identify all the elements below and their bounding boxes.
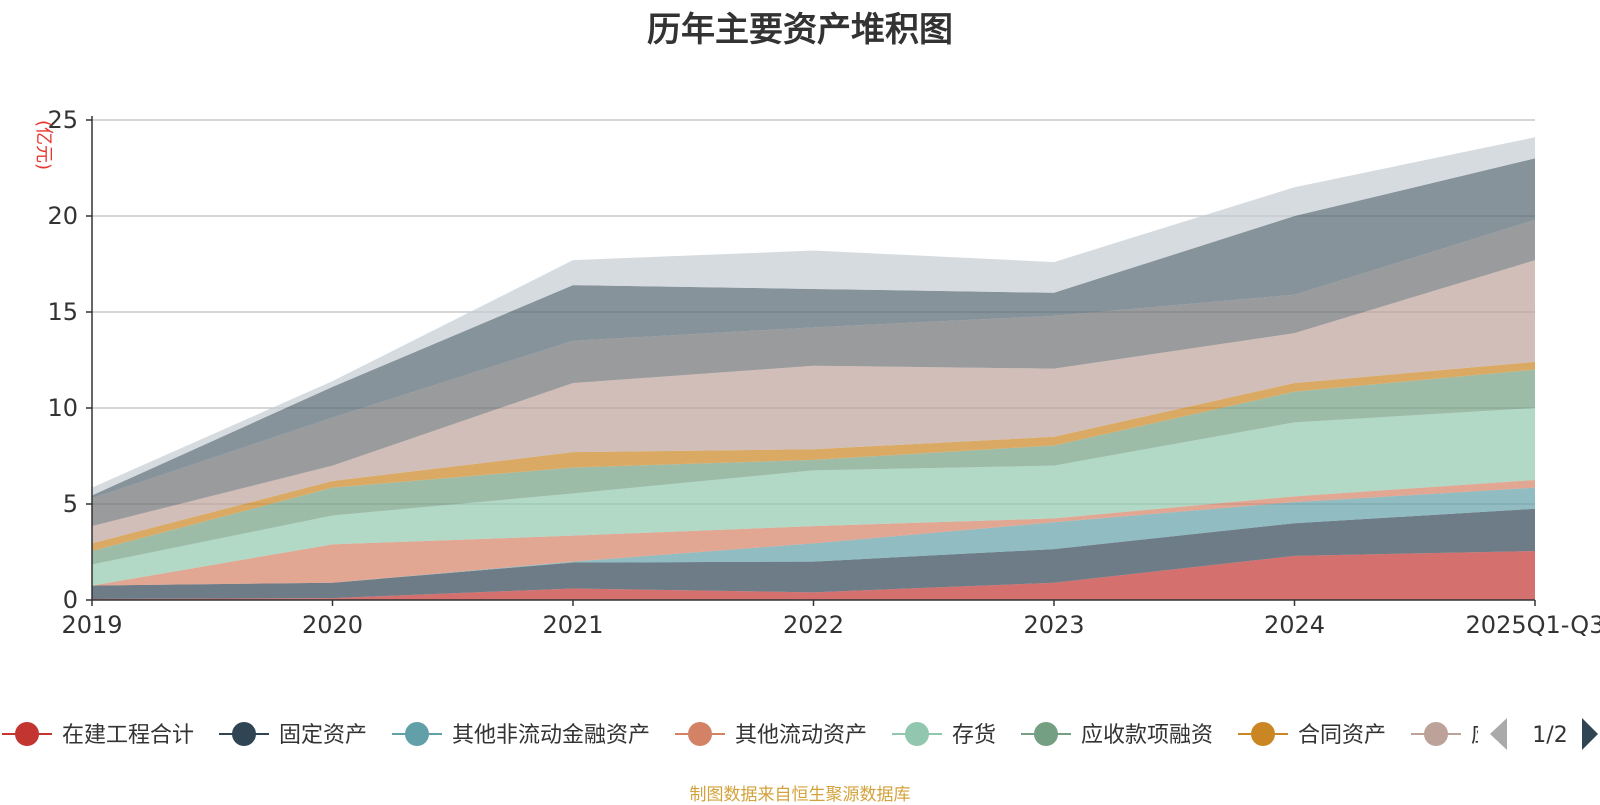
legend-item: 其他非流动金融资产 bbox=[392, 722, 650, 748]
source-note: 制图数据来自恒生聚源数据库 bbox=[689, 785, 911, 805]
legend-label: 合同资产 bbox=[1298, 723, 1386, 748]
y-axis-label: (亿元) bbox=[33, 120, 54, 170]
legend-marker bbox=[1034, 722, 1058, 746]
legend-marker bbox=[1424, 722, 1448, 746]
area-series bbox=[92, 369, 1535, 565]
y-tick-label: 15 bbox=[47, 298, 78, 326]
x-tick-label: 2025Q1-Q3 bbox=[1466, 611, 1600, 639]
legend-item: 固定资产 bbox=[219, 722, 367, 748]
area-series bbox=[92, 260, 1535, 544]
legend-label: 在建工程合计 bbox=[62, 723, 194, 748]
x-tick-label: 2019 bbox=[61, 611, 122, 639]
axes: 0 5 10 15 20 25 2019 2020 2021 2022 2023 2024 2025Q1… bbox=[33, 106, 1600, 639]
legend-marker bbox=[1251, 722, 1275, 746]
legend-label: 其他流动资产 bbox=[735, 723, 867, 748]
legend-label: 存货 bbox=[952, 723, 996, 748]
legend-label: 其他非流动金融资产 bbox=[452, 723, 650, 748]
x-tick-label: 2023 bbox=[1023, 611, 1084, 639]
x-tick-label: 2020 bbox=[302, 611, 363, 639]
legend-page-indicator: 1/2 bbox=[1532, 723, 1567, 748]
legend-item: 在建工程合计 bbox=[2, 722, 194, 748]
area-series bbox=[92, 408, 1535, 586]
legend-item: 应收账款 bbox=[1411, 722, 1559, 748]
legend-label: 应收账款 bbox=[1471, 723, 1559, 748]
area-series bbox=[92, 137, 1535, 496]
legend-item: 存货 bbox=[892, 722, 996, 748]
y-tick-label: 25 bbox=[47, 106, 78, 134]
y-tick-label: 0 bbox=[63, 586, 78, 614]
legend-item: 其他流动资产 bbox=[675, 722, 867, 748]
area-series bbox=[92, 508, 1535, 600]
area-series bbox=[92, 487, 1535, 586]
y-tick-label: 5 bbox=[63, 490, 78, 518]
legend-marker bbox=[688, 722, 712, 746]
legend-marker bbox=[232, 722, 256, 746]
x-tick-label: 2024 bbox=[1264, 611, 1325, 639]
legend-label: 固定资产 bbox=[279, 723, 367, 748]
area-series bbox=[92, 551, 1535, 600]
legend-marker bbox=[15, 722, 39, 746]
area-series bbox=[92, 480, 1535, 586]
legend-next-page-icon[interactable] bbox=[1582, 718, 1598, 750]
area-series bbox=[92, 361, 1535, 552]
legend-label: 应收款项融资 bbox=[1081, 723, 1213, 748]
y-tick-label: 20 bbox=[47, 202, 78, 230]
legend-prev-page-icon[interactable] bbox=[1490, 718, 1507, 750]
x-tick-label: 2022 bbox=[783, 611, 844, 639]
legend-item: 合同资产 bbox=[1238, 722, 1386, 748]
legend-marker bbox=[405, 722, 429, 746]
legend: 在建工程合计 固定资产 其他非流动金融资产 其他流动资产 存货 应收款项融资 合同资产 应收账… bbox=[2, 718, 1598, 750]
x-tick-label: 2021 bbox=[542, 611, 603, 639]
legend-items: 在建工程合计 固定资产 其他非流动金融资产 其他流动资产 存货 应收款项融资 合同资产 应收账… bbox=[2, 722, 1559, 748]
legend-item: 应收款项融资 bbox=[1021, 722, 1213, 748]
y-tick-label: 10 bbox=[47, 394, 78, 422]
area-series-group bbox=[92, 137, 1535, 600]
legend-marker bbox=[905, 722, 929, 746]
chart-title: 历年主要资产堆积图 bbox=[647, 10, 953, 50]
